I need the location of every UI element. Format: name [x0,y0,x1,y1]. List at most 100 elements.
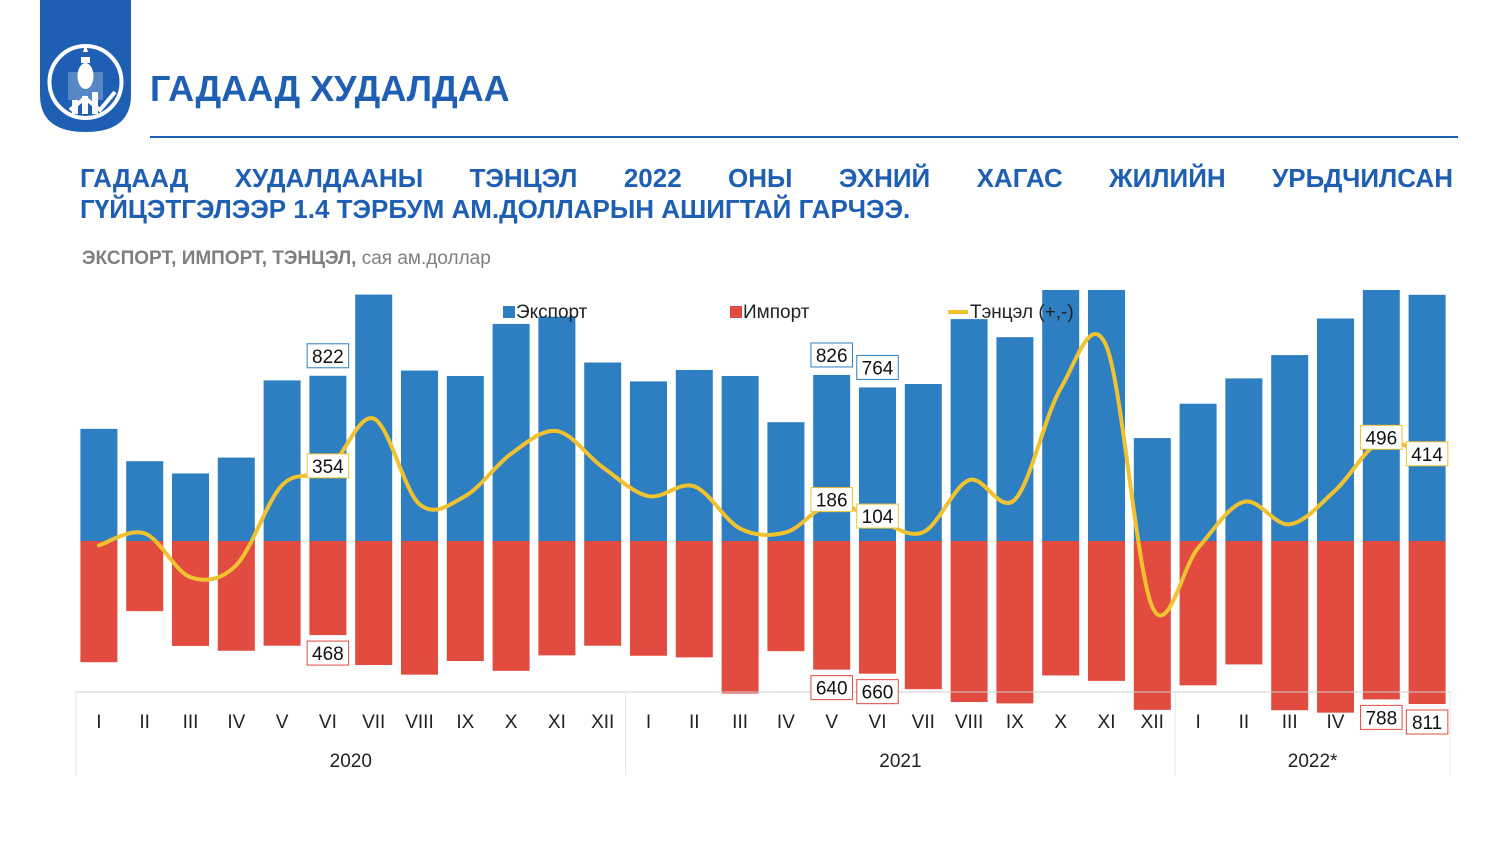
import-bar [1088,541,1125,681]
headline-line-2: ГҮЙЦЭТГЭЛЭЭР 1.4 ТЭРБУМ АМ.ДОЛЛАРЫН АШИГ… [80,194,911,224]
import-bar [401,541,438,675]
month-tick-label: VII [912,712,935,733]
month-tick-label: II [689,712,700,733]
month-tick-label: IX [456,712,474,733]
legend-export-label: Экспорт [516,302,588,323]
year-label: 2020 [330,751,372,772]
import-bar [721,541,759,694]
import-bar [1362,541,1400,700]
export-bar [767,422,805,541]
import-bar [1179,541,1217,686]
import-bar [446,541,484,661]
import-bar [538,541,576,656]
month-tick-label: V [825,712,838,733]
title-divider [150,136,1458,138]
import-bar [996,541,1034,704]
month-tick-label: VIII [405,712,434,733]
month-tick-label: III [732,712,748,733]
export-bar [446,375,484,541]
headline-word: ХУДАЛДААНЫ [234,163,424,193]
headline-word: УРЬДЧИЛСАН [1272,163,1453,193]
month-tick-label: III [183,712,199,733]
import-bar [950,541,988,703]
import-bar [1408,541,1446,705]
export-bar [401,370,438,541]
data-label: 764 [862,358,894,379]
data-label-box [856,354,899,380]
legend-import-label: Импорт [743,302,810,323]
data-label: 186 [816,491,848,512]
data-label: 496 [1365,428,1397,449]
legend-import-swatch [730,306,742,318]
import-bar [904,541,942,690]
month-tick-label: XII [1141,712,1164,733]
data-label: 640 [816,679,848,700]
import-bar [80,541,118,663]
page-title: ГАДААД ХУДАЛДАА [150,68,510,109]
legend-balance-label: Тэнцэл (+,-) [970,302,1074,323]
month-tick-label: II [1239,712,1250,733]
year-label: 2021 [879,751,921,772]
trade-balance-chart: I II III IV V VI VII VIII IX X XI XII I II III IV V VI VII… [75,290,1451,775]
import-bar [309,541,347,636]
import-bar [1317,541,1354,713]
data-label: 826 [816,346,848,367]
data-label-box [306,640,350,666]
data-label: 354 [312,457,344,478]
export-bar [1271,355,1309,541]
export-bar [538,316,576,541]
month-tick-label: XI [1098,712,1116,733]
import-bar [217,541,255,651]
data-label: 468 [312,644,344,665]
month-tick-label: IV [777,712,795,733]
export-bar [950,319,988,541]
import-bar [1133,541,1171,710]
month-tick-label: XI [548,712,566,733]
import-bar [630,541,667,656]
headline-word: ОНЫ [728,163,793,193]
chart-subtitle-metrics: ЭКСПОРТ, ИМПОРТ, ТЭНЦЭЛ, [82,248,357,269]
month-tick-label: IV [227,712,245,733]
headline: ГАДААД ХУДАЛДААНЫ ТЭНЦЭЛ 2022 ОНЫ ЭХНИЙ ХАГАС Ж… [80,163,1453,225]
export-bar [217,457,255,541]
data-label: 104 [862,507,894,528]
month-tick-label: IV [1327,712,1345,733]
headline-word: ХАГАС [976,163,1063,193]
chart-subtitle-unit: сая ам.доллар [361,248,491,269]
import-bar [492,541,530,671]
export-bar [172,473,209,541]
import-bar [126,541,164,612]
import-bar [675,541,713,658]
data-label-box [856,679,899,705]
import-bar [1042,541,1080,676]
data-label-box [1405,709,1449,735]
export-bar [1133,438,1171,541]
data-label: 811 [1412,713,1442,734]
import-bar [1225,541,1263,665]
export-bar [904,384,942,541]
data-label: 414 [1411,445,1443,466]
export-bar [1408,294,1446,541]
data-label-box [306,453,350,479]
export-bar [721,375,759,541]
month-tick-label: I [646,712,651,733]
export-bar [996,337,1034,541]
export-bar [80,428,118,541]
import-bar [813,541,851,670]
month-tick-label: I [96,712,101,733]
month-tick-label: II [139,712,150,733]
export-bar [1179,403,1217,541]
export-bar [1317,318,1354,541]
export-bar [630,381,667,541]
import-bar [263,541,301,646]
export-bar [492,323,530,541]
month-tick-label: VII [362,712,385,733]
month-tick-label: V [276,712,289,733]
data-label-box [810,342,853,368]
import-bar [172,541,209,646]
headline-word: ЭХНИЙ [838,163,931,193]
data-label: 788 [1365,708,1397,729]
soyombo-emblem-icon [40,0,131,132]
month-tick-label: X [505,712,518,733]
headline-word: ТЭНЦЭЛ [469,163,578,193]
